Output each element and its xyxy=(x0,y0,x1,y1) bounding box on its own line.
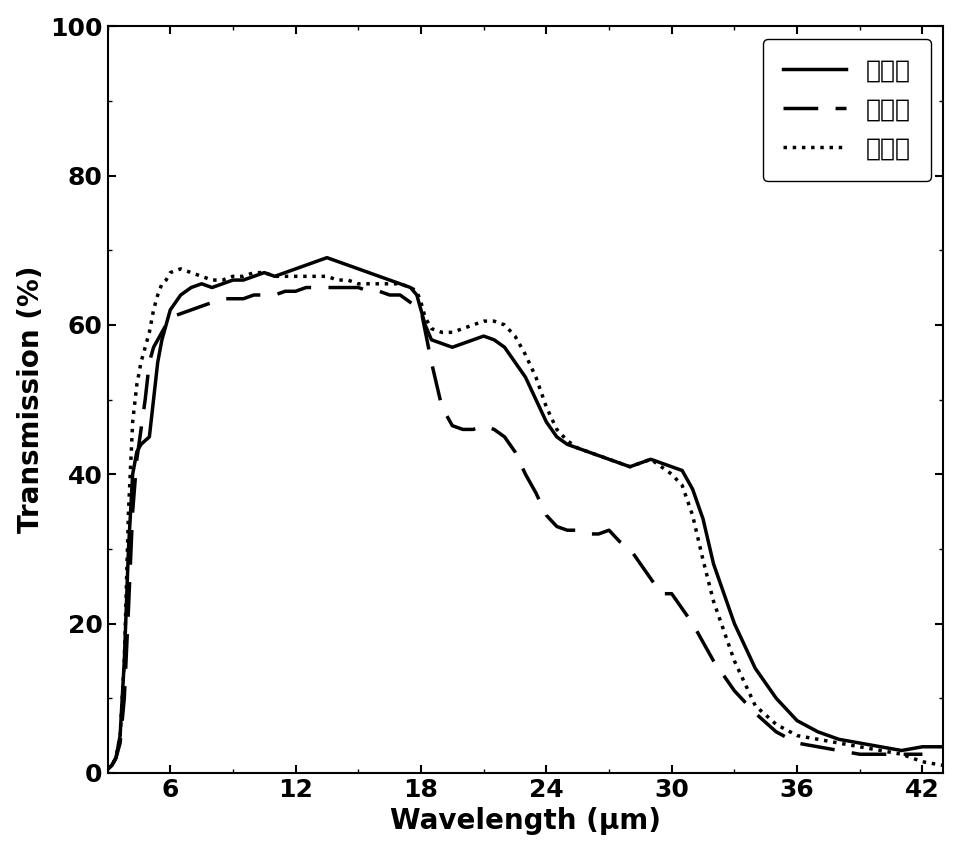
Line: 退火后: 退火后 xyxy=(108,269,944,769)
光照后 xyxy=(102,764,113,774)
Legend: 光照前, 光照后, 退火后: 光照前, 光照后, 退火后 xyxy=(763,38,931,181)
光照前 xyxy=(938,742,949,752)
X-axis label: Wavelength (μm): Wavelength (μm) xyxy=(390,808,660,835)
光照前 xyxy=(457,338,468,348)
退火后 xyxy=(729,656,740,666)
光照后 xyxy=(279,286,291,296)
退火后 xyxy=(677,481,688,491)
光照后 xyxy=(300,282,312,292)
光照前 xyxy=(322,252,333,262)
退火后 xyxy=(613,458,625,468)
退火后 xyxy=(791,730,803,740)
光照后 xyxy=(917,749,928,759)
退火后 xyxy=(519,349,531,360)
光照后 xyxy=(645,573,657,584)
光照后 xyxy=(540,510,552,521)
光照前 xyxy=(729,619,740,629)
光照前 xyxy=(102,764,113,774)
光照后 xyxy=(132,454,143,464)
退火后 xyxy=(457,324,468,334)
退火后 xyxy=(175,264,186,274)
光照后 xyxy=(425,357,437,367)
Line: 光照后: 光照后 xyxy=(108,287,923,769)
光照前 xyxy=(613,458,625,468)
光照前 xyxy=(677,465,688,475)
退火后 xyxy=(102,764,113,774)
Line: 光照前: 光照前 xyxy=(108,257,944,769)
Y-axis label: Transmission (%): Transmission (%) xyxy=(16,266,45,533)
光照前 xyxy=(519,372,531,383)
光照前 xyxy=(791,716,803,726)
退火后 xyxy=(938,760,949,770)
光照后 xyxy=(519,469,531,480)
